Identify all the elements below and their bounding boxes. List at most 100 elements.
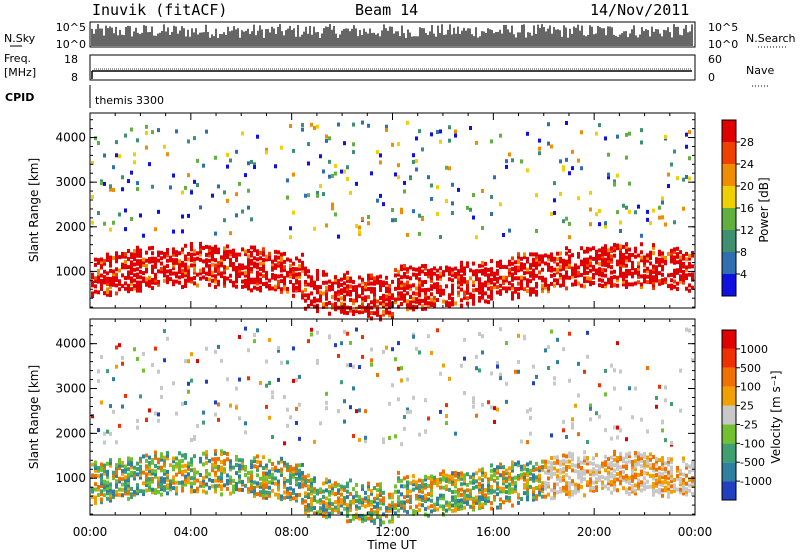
power-cell [142, 271, 145, 276]
velocity-cell [109, 482, 112, 487]
power-colorbar-swatch [722, 164, 736, 186]
power-cell [688, 253, 691, 258]
power-cell [124, 251, 127, 256]
velocity-cell [115, 465, 118, 470]
velocity-cell [286, 486, 289, 491]
power-cell [433, 295, 436, 300]
velocity-cell [679, 471, 682, 476]
power-cell [460, 279, 463, 284]
power-cell [550, 211, 553, 216]
velocity-cell [670, 440, 673, 445]
power-cell [115, 140, 118, 145]
power-cell [535, 284, 538, 289]
velocity-cell [136, 418, 139, 423]
velocity-cell [184, 479, 187, 484]
velocity-cell [391, 383, 394, 388]
velocity-cell [487, 485, 490, 490]
power-cell [388, 310, 391, 315]
power-cell [268, 286, 271, 291]
velocity-cell [262, 484, 265, 489]
velocity-cell [115, 345, 118, 350]
power-cell [196, 158, 199, 163]
velocity-cell [247, 476, 250, 481]
power-cell [589, 268, 592, 273]
power-cell [286, 273, 289, 278]
power-cell [319, 285, 322, 290]
power-cell [634, 254, 637, 259]
power-cell [151, 259, 154, 264]
velocity-cell [529, 471, 532, 476]
velocity-cell [211, 484, 214, 489]
power-cell [130, 276, 133, 281]
velocity-cell [250, 483, 253, 488]
velocity-cell [553, 381, 556, 386]
power-cell [382, 309, 385, 314]
power-cell [460, 298, 463, 303]
power-cell [298, 272, 301, 277]
velocity-cell [502, 465, 505, 470]
power-cell [130, 127, 133, 132]
velocity-cell [379, 498, 382, 503]
velocity-cell [625, 452, 628, 457]
velocity-cell [127, 472, 130, 477]
power-cell [259, 272, 262, 277]
velocity-cell [406, 488, 409, 493]
power-cell [652, 283, 655, 288]
power-cell [370, 286, 373, 291]
velocity-cell [181, 488, 184, 493]
velocity-cell [619, 457, 622, 462]
power-cell [682, 253, 685, 258]
power-cell [133, 283, 136, 288]
velocity-cell [277, 492, 280, 497]
power-cell [190, 242, 193, 247]
velocity-cell [166, 472, 169, 477]
velocity-cell [454, 505, 457, 510]
power-cell [322, 272, 325, 277]
velocity-cell [559, 478, 562, 483]
power-cell [142, 279, 145, 284]
velocity-cell [547, 484, 550, 489]
power-cell [277, 261, 280, 266]
velocity-cell [301, 497, 304, 502]
power-cell [184, 262, 187, 267]
velocity-cell [631, 415, 634, 420]
power-cell [355, 298, 358, 303]
velocity-cell [202, 451, 205, 456]
power-cell [172, 266, 175, 271]
velocity-cell [259, 380, 262, 385]
power-cell [580, 246, 583, 251]
power-cell [175, 271, 178, 276]
power-cell [187, 268, 190, 273]
power-cell [586, 249, 589, 254]
velocity-cell [538, 489, 541, 494]
velocity-cell [106, 369, 109, 374]
velocity-cell [340, 484, 343, 489]
power-cell [115, 256, 118, 261]
velocity-cell [373, 521, 376, 526]
power-cell [388, 283, 391, 288]
velocity-cell [220, 358, 223, 363]
velocity-cell [115, 463, 118, 468]
velocity-cell [283, 495, 286, 500]
velocity-cell [127, 486, 130, 491]
power-cell [640, 285, 643, 290]
velocity-cell [139, 456, 142, 461]
velocity-cell [400, 366, 403, 371]
power-cell [109, 258, 112, 263]
power-cell [568, 254, 571, 259]
velocity-cell [568, 454, 571, 459]
velocity-cell [325, 406, 328, 411]
velocity-cell [619, 478, 622, 483]
power-cell [343, 305, 346, 310]
power-cell [577, 254, 580, 259]
power-cell [136, 251, 139, 256]
velocity-cell [400, 505, 403, 510]
power-cell [355, 309, 358, 314]
power-cell [586, 257, 589, 262]
power-cell [388, 291, 391, 296]
power-cell [433, 303, 436, 308]
velocity-cell [499, 505, 502, 510]
velocity-cell [691, 465, 694, 470]
velocity-cell [646, 471, 649, 476]
velocity-cell [604, 368, 607, 373]
